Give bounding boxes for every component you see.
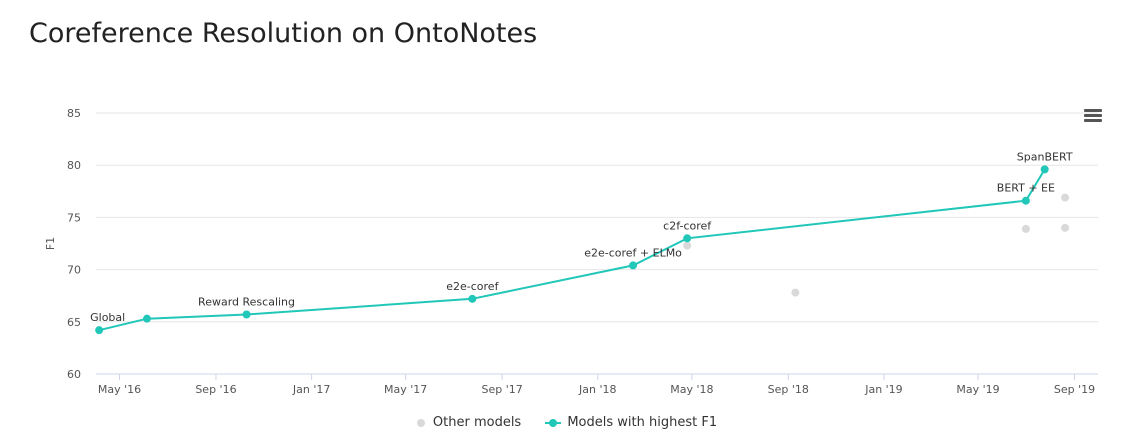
best-models-line	[98, 168, 1046, 332]
x-tick-label: May '16	[98, 383, 141, 396]
best-model-point[interactable]	[142, 314, 151, 323]
point-label: Global	[90, 311, 125, 324]
x-tick-label: May '17	[384, 383, 427, 396]
x-tick-label: Jan '19	[864, 383, 902, 396]
x-tick-label: Sep '18	[768, 383, 809, 396]
y-tick-label: 85	[67, 107, 81, 120]
x-tick-label: Sep '19	[1054, 383, 1095, 396]
other-model-point[interactable]	[791, 288, 800, 297]
best-model-point[interactable]	[1040, 165, 1049, 174]
best-model-point[interactable]	[468, 294, 477, 303]
x-tick-label: Sep '16	[195, 383, 236, 396]
other-model-point[interactable]	[1021, 224, 1030, 233]
point-label: Reward Rescaling	[198, 295, 295, 308]
legend-best-label: Models with highest F1	[567, 415, 718, 430]
other-model-point[interactable]	[1061, 193, 1070, 202]
legend-item-other-models[interactable]: Other models	[416, 415, 522, 430]
chart-title: Coreference Resolution on OntoNotes	[29, 18, 538, 49]
chart-svg: 60 65 70 75 80 85 May '16 Sep '16 Jan '17 May '17…	[44, 107, 1098, 396]
legend: Other models Models with highest F1	[0, 415, 1134, 431]
y-tick-label: 80	[67, 159, 81, 172]
point-label: e2e-coref	[446, 280, 499, 293]
x-tick-label: May '19	[956, 383, 999, 396]
y-tick-label: 60	[67, 368, 81, 381]
point-label: BERT + EE	[997, 182, 1055, 195]
x-tick-label: Sep '17	[482, 383, 523, 396]
best-model-point[interactable]	[1021, 196, 1030, 205]
point-label: SpanBERT	[1017, 150, 1073, 163]
best-model-point[interactable]	[242, 310, 251, 319]
y-tick-label: 65	[67, 316, 81, 329]
best-model-point[interactable]	[629, 261, 638, 270]
other-model-point[interactable]	[683, 241, 692, 250]
legend-best-marker	[545, 418, 562, 427]
x-tick-label: Jan '17	[292, 383, 330, 396]
hamburger-menu-icon[interactable]	[1084, 109, 1102, 123]
point-label: e2e-coref + ELMo	[584, 246, 682, 259]
x-tick-label: May '18	[670, 383, 713, 396]
y-tick-label: 75	[67, 211, 81, 224]
y-tick-label: 70	[67, 264, 81, 277]
other-model-point[interactable]	[1061, 223, 1070, 232]
best-model-point[interactable]	[95, 326, 104, 335]
y-axis-title: F1	[44, 237, 57, 250]
legend-other-label: Other models	[432, 415, 522, 430]
legend-other-marker	[416, 418, 425, 427]
x-tick-label: Jan '18	[578, 383, 616, 396]
best-model-point[interactable]	[683, 234, 692, 243]
point-label: c2f-coref	[663, 219, 712, 232]
legend-item-best-models[interactable]: Models with highest F1	[545, 415, 717, 430]
